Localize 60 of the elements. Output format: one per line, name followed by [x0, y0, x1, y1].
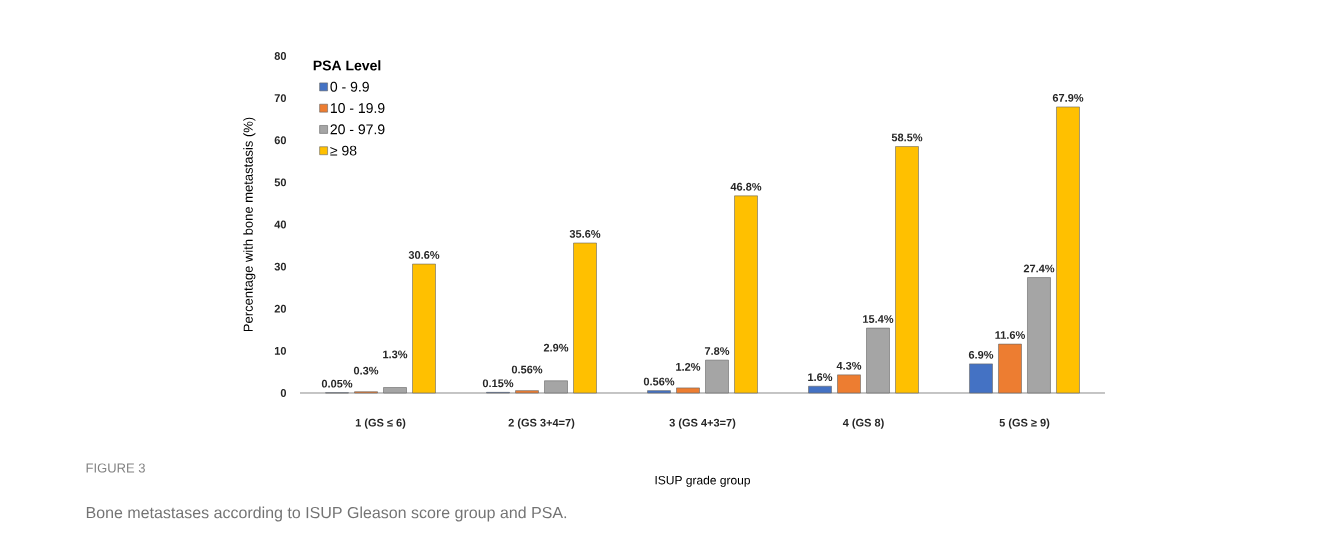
- y-tick-label: 60: [274, 136, 287, 145]
- bar: [515, 390, 539, 394]
- bar: [1027, 277, 1051, 394]
- y-tick-label: 70: [274, 94, 287, 103]
- x-tick-label: 4 (GS 8): [842, 418, 884, 429]
- bar: [866, 327, 890, 394]
- y-tick-label: 40: [274, 220, 287, 229]
- legend-title: PSA Level: [313, 60, 381, 71]
- data-label: 0.56%: [511, 365, 543, 374]
- data-label: 0.15%: [482, 379, 514, 388]
- data-label: 7.8%: [704, 347, 730, 355]
- x-tick-label: 1 (GS ≤ 6): [355, 418, 406, 429]
- x-tick-label: 3 (GS 4+3=7): [669, 418, 736, 429]
- bar: [734, 195, 758, 394]
- legend-label: ≥ 98: [330, 145, 357, 156]
- bar: [998, 343, 1022, 394]
- y-tick-label: 80: [274, 52, 287, 60]
- bar: [647, 390, 671, 394]
- x-tick-label: 5 (GS ≥ 9): [999, 418, 1050, 429]
- bar: [573, 242, 597, 394]
- y-axis-title: Percentage with bone metastasis (%): [243, 117, 256, 332]
- data-label: 27.4%: [1023, 264, 1055, 273]
- y-tick-label: 0: [280, 389, 287, 397]
- bar: [676, 387, 700, 394]
- bar: [969, 363, 993, 394]
- data-label: 1.6%: [808, 373, 833, 382]
- y-tick-label: 20: [274, 304, 287, 313]
- legend-label: 20 - 97.9: [330, 124, 385, 135]
- bar: [383, 387, 407, 394]
- data-label: 0.56%: [643, 377, 675, 386]
- data-label: 2.9%: [543, 343, 569, 352]
- bar: [895, 146, 919, 394]
- y-tick-label: 30: [274, 262, 287, 271]
- data-label: 0.3%: [353, 366, 379, 375]
- data-label: 15.4%: [863, 315, 894, 323]
- data-label: 1.3%: [383, 350, 408, 359]
- bar: [412, 263, 436, 394]
- bar: [808, 385, 832, 394]
- data-label: 6.9%: [968, 350, 994, 359]
- data-label: 58.5%: [891, 133, 923, 142]
- data-label: 0.05%: [321, 379, 353, 388]
- data-label: 46.8%: [730, 182, 762, 191]
- y-tick-label: 10: [274, 346, 287, 355]
- bar: [1056, 106, 1080, 394]
- legend-label: 0 - 9.9: [330, 81, 369, 92]
- data-label: 1.2%: [676, 362, 701, 371]
- data-label: 35.6%: [569, 230, 601, 238]
- data-label: 30.6%: [408, 251, 440, 259]
- text: Bone metastases according to ISUP Gleason score group and PSA.: [86, 506, 567, 522]
- data-label: 11.6%: [995, 331, 1025, 339]
- bar: [705, 359, 729, 394]
- x-axis-title: ISUP grade group: [655, 475, 750, 487]
- x-tick-label: 2 (GS 3+4=7): [508, 418, 575, 429]
- text: FIGURE 3: [86, 463, 145, 473]
- y-tick-label: 50: [274, 178, 287, 187]
- data-label: 67.9%: [1052, 93, 1084, 102]
- legend-label: 10 - 19.9: [330, 103, 385, 114]
- bar: [837, 374, 861, 394]
- bar: [544, 380, 568, 394]
- data-label: 4.3%: [836, 361, 862, 370]
